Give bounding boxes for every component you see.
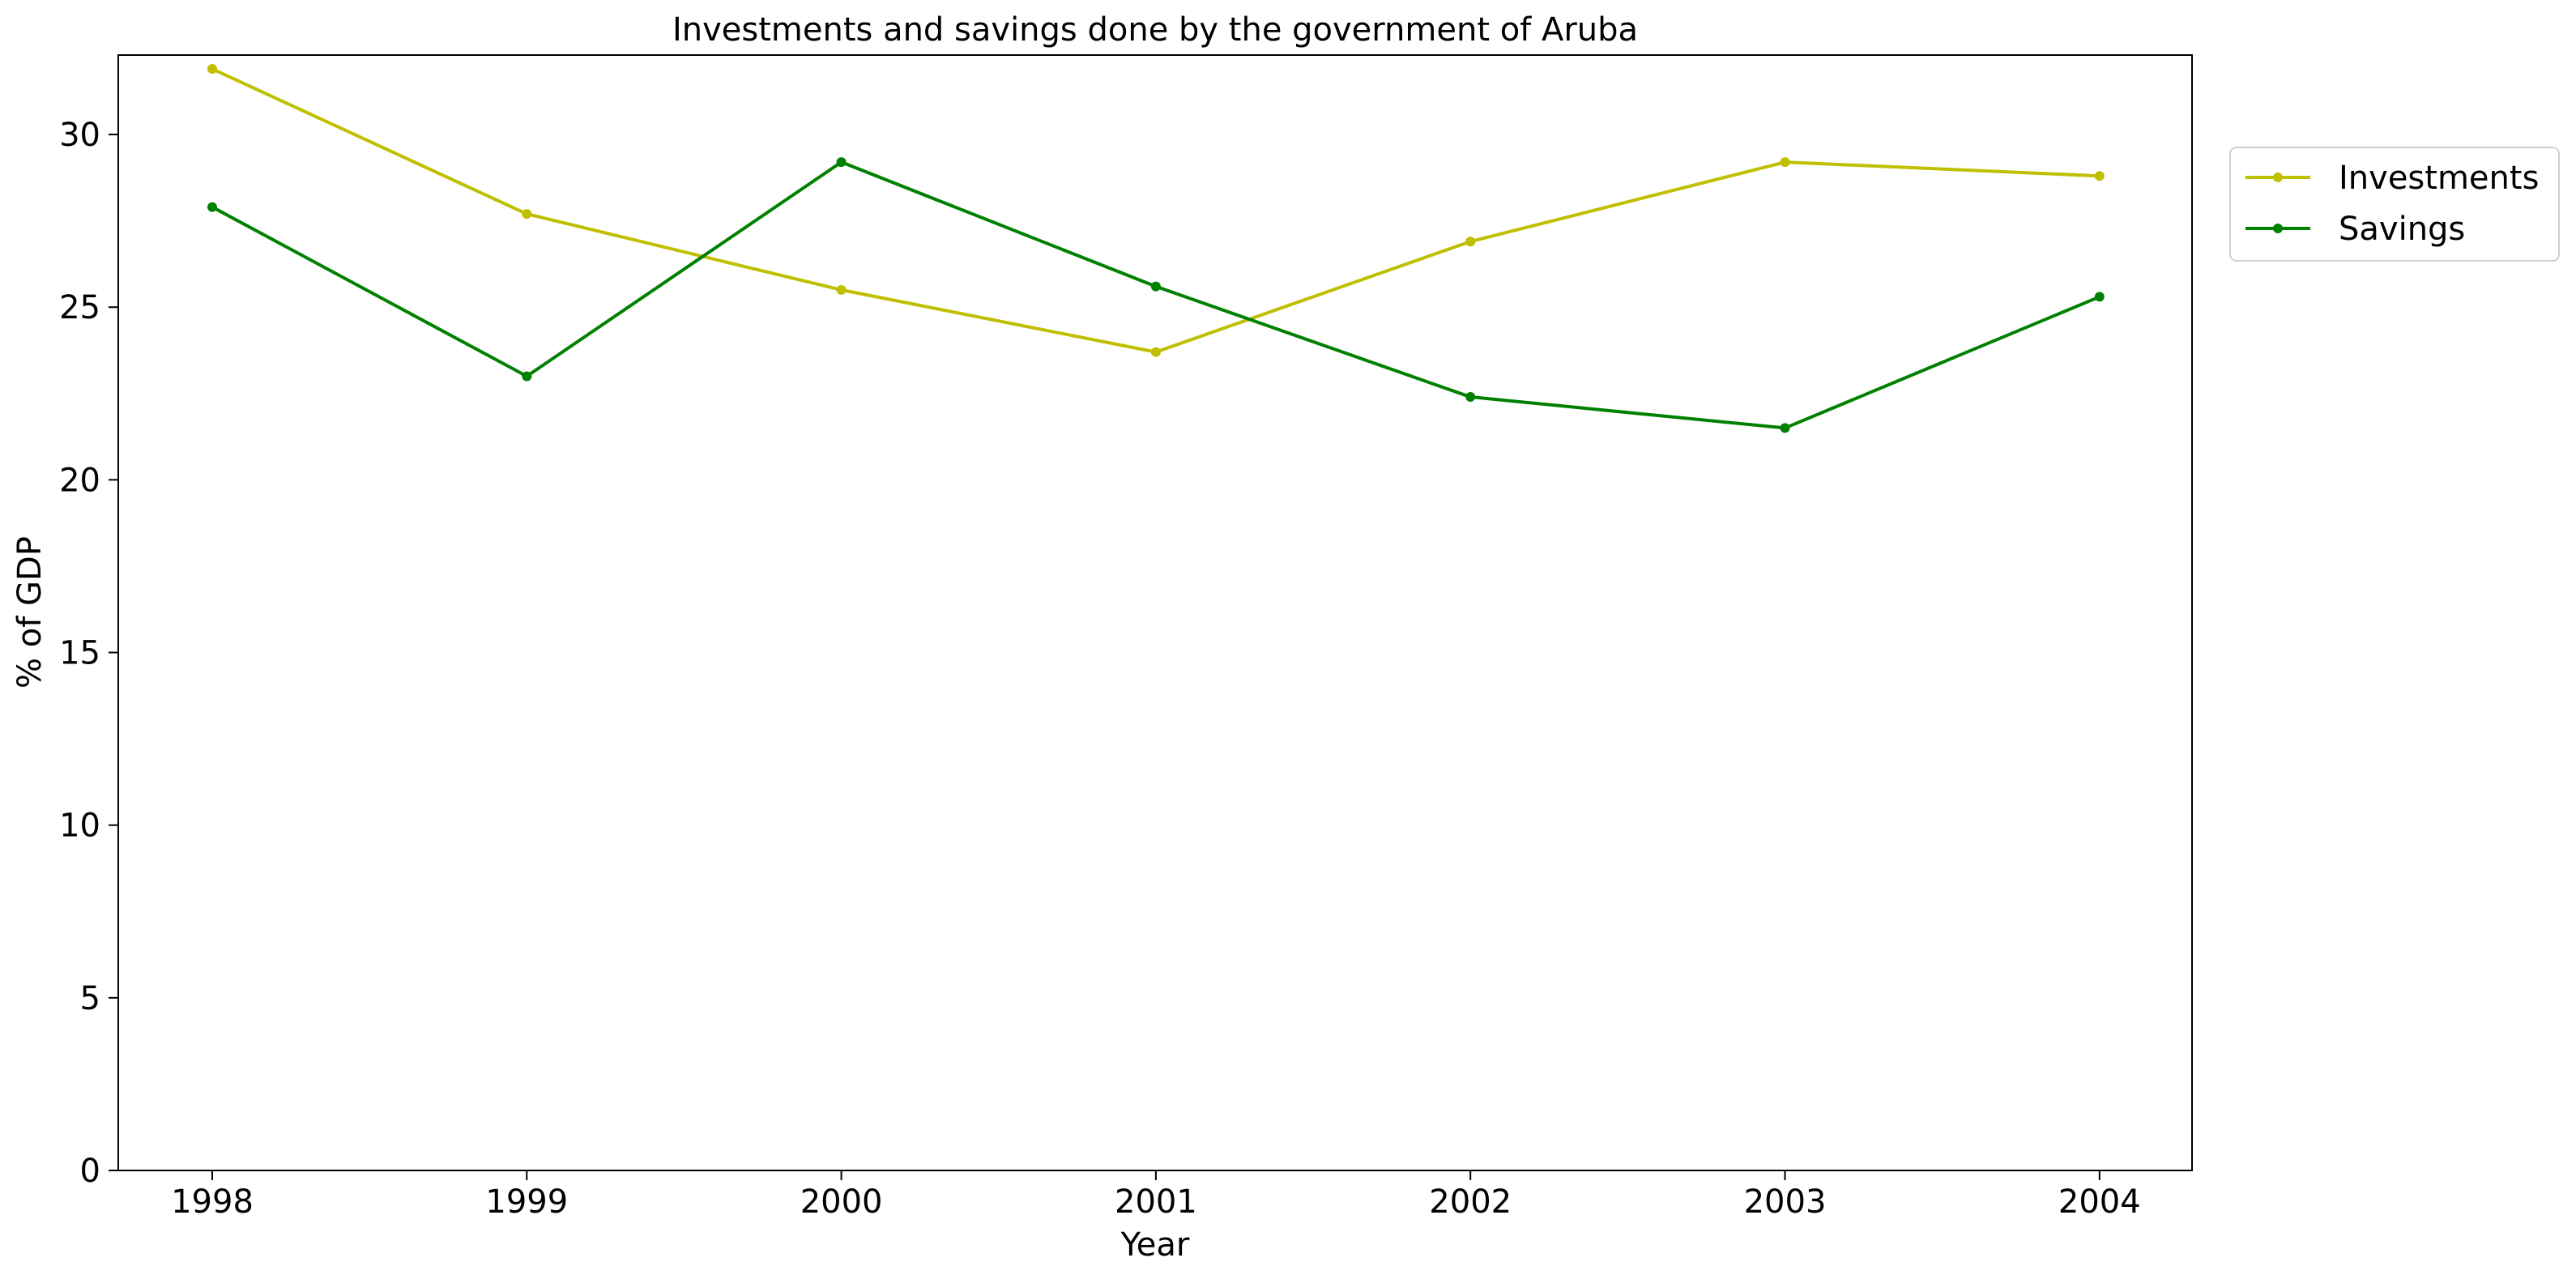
data-point <box>2094 171 2105 181</box>
data-point <box>207 64 217 75</box>
y-tick-label: 10 <box>59 808 100 845</box>
data-point <box>1780 423 1790 433</box>
y-tick-label: 5 <box>80 980 100 1017</box>
legend-box <box>2229 147 2560 262</box>
plot-area <box>207 64 2105 433</box>
data-point <box>836 157 847 168</box>
data-point <box>836 284 847 295</box>
x-tick-label: 1998 <box>171 1183 254 1221</box>
x-tick-label: 2001 <box>1115 1183 1197 1221</box>
legend: Investments Savings <box>2229 147 2560 262</box>
data-point <box>522 371 532 382</box>
x-tick-label: 2004 <box>2058 1183 2141 1221</box>
x-tick-label: 2003 <box>1744 1183 1827 1221</box>
data-point <box>1465 237 1476 247</box>
legend-marker <box>2273 224 2283 233</box>
data-point <box>2094 292 2105 302</box>
data-point <box>207 202 217 212</box>
legend-entry-investments: Investments <box>2245 160 2539 197</box>
legend-entry-savings: Savings <box>2245 211 2465 248</box>
series-investments <box>207 64 2105 357</box>
y-tick-label: 30 <box>59 117 100 154</box>
y-axis-title: % of GDP <box>11 536 49 689</box>
y-tick-label: 20 <box>59 462 100 499</box>
data-point <box>1150 281 1161 292</box>
legend-label: Savings <box>2339 211 2465 248</box>
data-point <box>1465 392 1476 403</box>
y-tick-label: 0 <box>80 1153 100 1190</box>
legend-marker <box>2273 173 2283 182</box>
y-axis: 0 5 10 15 20 25 30 <box>59 117 118 1190</box>
data-point <box>1150 347 1161 357</box>
x-tick-label: 1999 <box>485 1183 568 1221</box>
data-point <box>522 209 532 220</box>
series-savings <box>207 157 2105 433</box>
x-tick-label: 2000 <box>800 1183 883 1221</box>
chart-title: Investments and savings done by the gove… <box>672 11 1638 49</box>
data-point <box>1780 157 1790 168</box>
x-axis-title: Year <box>1120 1226 1190 1264</box>
y-tick-label: 15 <box>59 635 100 672</box>
legend-label: Investments <box>2339 160 2539 197</box>
x-axis: 1998 1999 2000 2001 2002 2003 2004 <box>171 1170 2141 1221</box>
y-tick-label: 25 <box>59 289 100 326</box>
x-tick-label: 2002 <box>1429 1183 1512 1221</box>
